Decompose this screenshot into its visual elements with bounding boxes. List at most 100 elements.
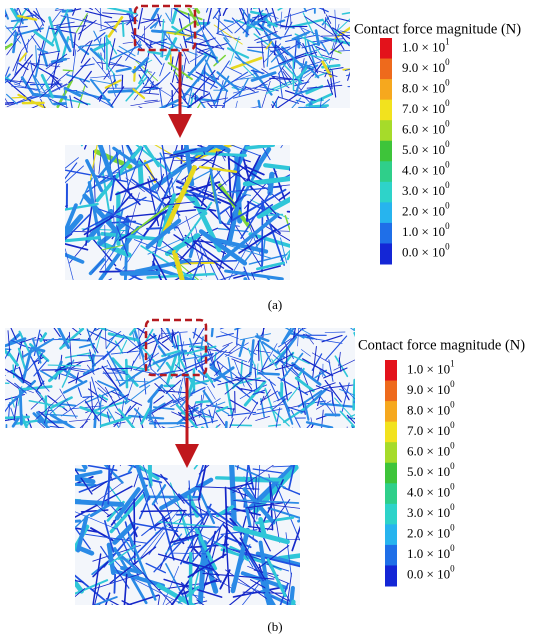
fiber bbox=[41, 368, 67, 371]
fiber bbox=[217, 14, 220, 34]
legend-swatch bbox=[380, 99, 392, 121]
fiber bbox=[121, 21, 125, 38]
fiber bbox=[344, 68, 350, 71]
fiber bbox=[272, 465, 295, 468]
fiber bbox=[178, 276, 191, 280]
fiber bbox=[179, 332, 185, 362]
fiber-network bbox=[75, 465, 300, 605]
fiber bbox=[304, 382, 336, 394]
fiber bbox=[251, 13, 260, 23]
legend-swatch bbox=[385, 483, 397, 505]
fiber bbox=[142, 145, 160, 168]
fiber bbox=[108, 393, 129, 406]
fiber bbox=[319, 54, 339, 61]
legend-swatch bbox=[380, 222, 392, 244]
fiber bbox=[86, 328, 97, 342]
fiber bbox=[108, 38, 116, 67]
fiber bbox=[177, 411, 188, 423]
fiber bbox=[239, 537, 266, 581]
fiber bbox=[39, 370, 54, 379]
fiber bbox=[97, 52, 116, 76]
legend-swatch bbox=[385, 442, 397, 464]
fiber bbox=[20, 76, 35, 96]
fiber bbox=[153, 395, 164, 404]
fiber bbox=[190, 401, 197, 420]
fiber bbox=[200, 352, 205, 382]
fiber bbox=[5, 93, 18, 105]
fiber bbox=[252, 8, 260, 10]
fiber bbox=[285, 8, 291, 30]
fiber bbox=[294, 61, 308, 97]
fiber bbox=[213, 260, 226, 280]
fiber bbox=[320, 40, 330, 56]
fiber bbox=[267, 19, 286, 27]
legend-label-exponent: 0 bbox=[445, 119, 450, 129]
fiber bbox=[231, 407, 235, 419]
fiber bbox=[103, 520, 115, 553]
fiber bbox=[6, 34, 22, 56]
fiber bbox=[305, 421, 334, 428]
fiber bbox=[5, 97, 10, 105]
fiber bbox=[191, 37, 216, 47]
fiber bbox=[169, 533, 199, 544]
fiber bbox=[220, 331, 239, 339]
fiber bbox=[128, 8, 135, 22]
fiber bbox=[271, 358, 279, 370]
fiber bbox=[278, 73, 283, 98]
fiber bbox=[311, 45, 318, 57]
fiber bbox=[77, 387, 82, 398]
fiber bbox=[267, 171, 275, 196]
fiber bbox=[334, 9, 337, 44]
fiber bbox=[62, 380, 88, 394]
fiber bbox=[107, 16, 124, 38]
fiber bbox=[211, 180, 237, 207]
fiber bbox=[207, 102, 214, 108]
fiber bbox=[98, 145, 103, 174]
fiber bbox=[193, 8, 201, 14]
fiber bbox=[174, 264, 204, 280]
fiber bbox=[97, 61, 125, 67]
fiber bbox=[289, 354, 310, 365]
fiber bbox=[249, 106, 260, 108]
legend-swatch bbox=[385, 565, 397, 587]
fiber bbox=[68, 58, 91, 84]
fiber bbox=[14, 382, 27, 394]
fiber bbox=[164, 533, 183, 555]
fiber bbox=[280, 145, 284, 149]
legend-label-base: 4.0 × 10 bbox=[402, 163, 445, 178]
fiber bbox=[107, 483, 122, 503]
fiber bbox=[106, 367, 128, 376]
fiber bbox=[69, 405, 104, 410]
fiber bbox=[295, 99, 306, 104]
fiber bbox=[144, 20, 156, 31]
fiber bbox=[216, 33, 241, 41]
fiber bbox=[7, 330, 11, 352]
fiber bbox=[227, 356, 233, 381]
fiber bbox=[252, 69, 273, 96]
fiber bbox=[315, 46, 326, 52]
fiber bbox=[151, 368, 175, 392]
legend-label: 8.0 × 100 bbox=[402, 77, 450, 95]
fiber bbox=[162, 165, 197, 234]
fiber bbox=[288, 465, 296, 490]
fiber bbox=[184, 259, 238, 263]
fiber bbox=[113, 421, 126, 425]
fiber bbox=[138, 328, 141, 360]
fiber bbox=[75, 12, 88, 33]
fiber-network bbox=[5, 8, 350, 108]
fiber bbox=[143, 159, 157, 183]
legend-label-exponent: 0 bbox=[445, 180, 450, 190]
fiber bbox=[95, 503, 110, 516]
fiber bbox=[326, 79, 334, 95]
fiber bbox=[110, 86, 125, 107]
legend-label: 2.0 × 100 bbox=[407, 523, 455, 541]
fiber bbox=[295, 40, 304, 47]
fiber bbox=[125, 384, 151, 405]
fiber bbox=[204, 59, 218, 82]
fiber bbox=[332, 27, 350, 40]
fiber bbox=[65, 229, 69, 235]
fiber bbox=[40, 73, 54, 99]
fiber bbox=[279, 11, 283, 29]
fiber bbox=[282, 487, 300, 496]
fiber bbox=[244, 165, 265, 176]
